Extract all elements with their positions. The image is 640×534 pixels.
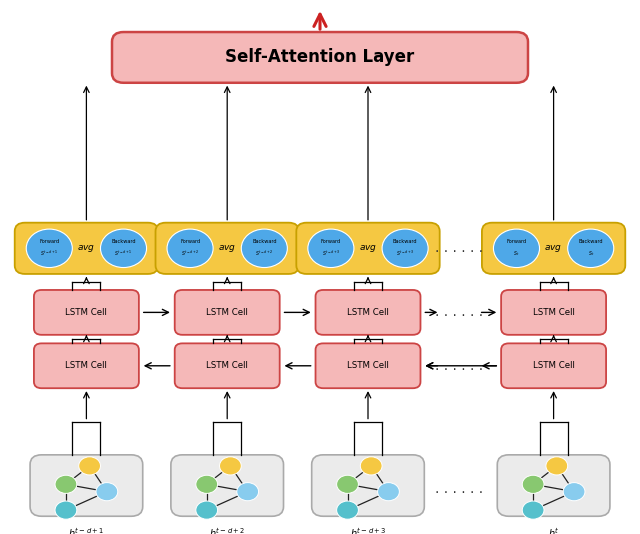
Circle shape bbox=[26, 229, 72, 268]
Text: Backward: Backward bbox=[393, 239, 417, 245]
Circle shape bbox=[382, 229, 428, 268]
Text: Backward: Backward bbox=[579, 239, 603, 245]
Text: . . . . . .: . . . . . . bbox=[435, 241, 484, 255]
FancyBboxPatch shape bbox=[15, 223, 158, 274]
Text: Backward: Backward bbox=[252, 239, 276, 245]
Text: $avg$: $avg$ bbox=[545, 243, 563, 254]
Circle shape bbox=[220, 457, 241, 475]
Text: $h^{t-d+3}$: $h^{t-d+3}$ bbox=[350, 526, 386, 534]
Text: . . . . . .: . . . . . . bbox=[435, 482, 484, 496]
Circle shape bbox=[237, 483, 259, 501]
FancyBboxPatch shape bbox=[316, 290, 420, 335]
Text: Forward: Forward bbox=[39, 239, 60, 245]
FancyBboxPatch shape bbox=[171, 455, 284, 516]
Text: $h^{t-d+1}$: $h^{t-d+1}$ bbox=[68, 526, 104, 534]
Circle shape bbox=[493, 229, 540, 268]
FancyBboxPatch shape bbox=[501, 290, 606, 335]
Text: $S^{t-d+1}$: $S^{t-d+1}$ bbox=[40, 249, 59, 258]
Text: $avg$: $avg$ bbox=[218, 243, 236, 254]
Circle shape bbox=[241, 229, 287, 268]
Text: $S_t$: $S_t$ bbox=[513, 249, 520, 258]
Text: Self-Attention Layer: Self-Attention Layer bbox=[225, 49, 415, 66]
Text: Forward: Forward bbox=[321, 239, 341, 245]
FancyBboxPatch shape bbox=[497, 455, 610, 516]
FancyBboxPatch shape bbox=[30, 455, 143, 516]
Circle shape bbox=[79, 457, 100, 475]
Text: LSTM Cell: LSTM Cell bbox=[347, 362, 389, 370]
Text: . . . . . .: . . . . . . bbox=[435, 359, 484, 373]
Text: LSTM Cell: LSTM Cell bbox=[65, 308, 108, 317]
Circle shape bbox=[546, 457, 568, 475]
Text: LSTM Cell: LSTM Cell bbox=[206, 362, 248, 370]
Circle shape bbox=[196, 475, 218, 493]
Circle shape bbox=[55, 501, 77, 519]
FancyBboxPatch shape bbox=[175, 290, 280, 335]
Text: $S^{t-d+3}$: $S^{t-d+3}$ bbox=[396, 249, 415, 258]
Circle shape bbox=[563, 483, 585, 501]
Circle shape bbox=[522, 475, 544, 493]
FancyBboxPatch shape bbox=[316, 343, 420, 388]
Text: $h^t$: $h^t$ bbox=[548, 526, 559, 534]
Text: $S^{t-d+1}$: $S^{t-d+1}$ bbox=[114, 249, 133, 258]
FancyBboxPatch shape bbox=[156, 223, 299, 274]
Circle shape bbox=[100, 229, 147, 268]
Circle shape bbox=[196, 501, 218, 519]
Text: LSTM Cell: LSTM Cell bbox=[532, 308, 575, 317]
Circle shape bbox=[167, 229, 213, 268]
Circle shape bbox=[360, 457, 382, 475]
Text: $h^{t-d+2}$: $h^{t-d+2}$ bbox=[209, 526, 245, 534]
Text: $S^{t-d+3}$: $S^{t-d+3}$ bbox=[321, 249, 340, 258]
Text: LSTM Cell: LSTM Cell bbox=[347, 308, 389, 317]
Circle shape bbox=[55, 475, 77, 493]
FancyBboxPatch shape bbox=[112, 32, 528, 83]
Text: Backward: Backward bbox=[111, 239, 136, 245]
Text: LSTM Cell: LSTM Cell bbox=[65, 362, 108, 370]
Circle shape bbox=[337, 501, 358, 519]
FancyBboxPatch shape bbox=[34, 343, 139, 388]
Text: LSTM Cell: LSTM Cell bbox=[532, 362, 575, 370]
Circle shape bbox=[96, 483, 118, 501]
Circle shape bbox=[378, 483, 399, 501]
Text: $S^{t-d+2}$: $S^{t-d+2}$ bbox=[255, 249, 274, 258]
Circle shape bbox=[568, 229, 614, 268]
Circle shape bbox=[522, 501, 544, 519]
Text: $avg$: $avg$ bbox=[77, 243, 95, 254]
Text: . . . . . .: . . . . . . bbox=[435, 305, 484, 319]
Circle shape bbox=[308, 229, 354, 268]
Text: Forward: Forward bbox=[506, 239, 527, 245]
FancyBboxPatch shape bbox=[312, 455, 424, 516]
Text: $S_t$: $S_t$ bbox=[588, 249, 594, 258]
Text: Forward: Forward bbox=[180, 239, 200, 245]
FancyBboxPatch shape bbox=[501, 343, 606, 388]
FancyBboxPatch shape bbox=[296, 223, 440, 274]
Text: $S^{t-d+2}$: $S^{t-d+2}$ bbox=[180, 249, 200, 258]
Text: $avg$: $avg$ bbox=[359, 243, 377, 254]
FancyBboxPatch shape bbox=[175, 343, 280, 388]
Circle shape bbox=[337, 475, 358, 493]
Text: LSTM Cell: LSTM Cell bbox=[206, 308, 248, 317]
FancyBboxPatch shape bbox=[34, 290, 139, 335]
FancyBboxPatch shape bbox=[482, 223, 625, 274]
